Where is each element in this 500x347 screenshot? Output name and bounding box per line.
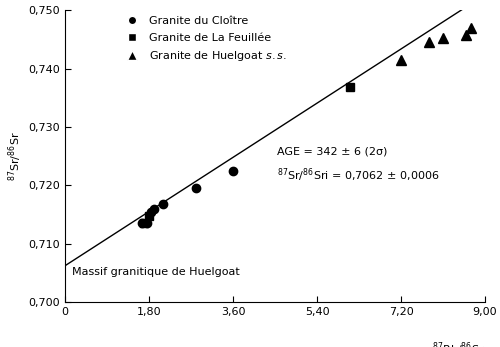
- Text: $^{87}$Rb/$^{86}$Sr: $^{87}$Rb/$^{86}$Sr: [432, 341, 485, 347]
- Text: AGE = 342 ± 6 (2σ): AGE = 342 ± 6 (2σ): [278, 146, 388, 156]
- Text: $^{87}$Sr/$^{86}$Sri = 0,7062 ± 0,0006: $^{87}$Sr/$^{86}$Sri = 0,7062 ± 0,0006: [278, 166, 440, 184]
- Y-axis label: $^{87}$Sr/$^{86}$Sr: $^{87}$Sr/$^{86}$Sr: [6, 131, 24, 181]
- Text: Massif granitique de Huelgoat: Massif granitique de Huelgoat: [72, 268, 240, 277]
- Legend: Granite du Cloître, Granite de La Feuillée, Granite de Huelgoat $\it{s.s.}$: Granite du Cloître, Granite de La Feuill…: [121, 16, 286, 63]
